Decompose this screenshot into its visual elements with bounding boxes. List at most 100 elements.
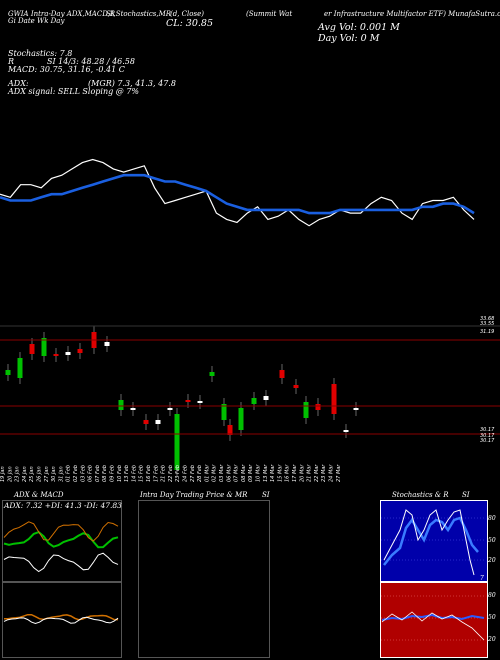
date-label: 01 Feb [66, 465, 72, 482]
header-line1-a: GWIA Intra-Day ADX,MACD,R [8, 10, 116, 18]
price-axis-label: 30.17 [480, 427, 495, 433]
date-label: 24 Mar [329, 464, 335, 482]
date-label: 15 Mar [277, 464, 283, 482]
macd-signal-line [3, 616, 119, 625]
candle-body [5, 370, 11, 375]
candle-body [17, 358, 23, 378]
adx-line [3, 552, 119, 573]
date-label: 28 Feb [197, 465, 203, 482]
stoch-k-line [383, 509, 475, 576]
candle-body [238, 408, 244, 430]
stochastics-readout: Stochastics: 7.8 [8, 49, 73, 58]
macd-readout: MACD: 30.75, 31.16, -0.41 C [8, 65, 125, 74]
date-label: 06 Mar [226, 464, 232, 482]
date-label: 21 Mar [307, 464, 313, 482]
date-label: 17 Mar [292, 464, 298, 482]
date-label: 31 Jan [58, 466, 64, 482]
date-label: 13 Mar [263, 464, 269, 482]
stoch-panel-title: Stochastics & R [392, 491, 449, 499]
date-label: 09 Mar [248, 464, 254, 482]
close-label: CL: 30.85 [166, 18, 213, 29]
date-label: 10 Feb [117, 465, 123, 482]
candle-body [174, 414, 180, 470]
date-label: 03 Mar [219, 464, 225, 482]
header-line1-f: er Infrastructure Multifactor ETF) Munaf… [324, 10, 500, 18]
candle-body [65, 352, 71, 355]
date-label: 30 Jan [51, 466, 57, 482]
date-axis: 19 Jan 20 Jan 23 Jan 24 Jan 25 Jan 26 Jan 27 J… [0, 464, 342, 482]
date-label: 08 Mar [241, 464, 247, 482]
date-label: 23 Jan [15, 466, 21, 482]
day-volume: Day Vol: 0 M [318, 33, 380, 44]
candle-body [41, 338, 47, 356]
candle-body [185, 400, 191, 402]
price-axis-label: 33.68 [480, 316, 494, 322]
mrsi-line [381, 611, 485, 641]
intraday-panel-suffix: SI [262, 491, 270, 499]
price-axis-label: 31.19 [480, 329, 494, 335]
plus-di-line [3, 530, 119, 549]
avg-volume: Avg Vol: 0.001 M [318, 22, 400, 33]
date-label: 02 Feb [73, 465, 79, 482]
date-label: 21 Feb [161, 465, 167, 482]
date-label: 23 Feb [175, 465, 181, 482]
rsi-prefix: R [8, 57, 15, 66]
date-label: 24 Feb [183, 465, 189, 482]
mgr-readout: (MGR) 7.3, 41.3, 47.8 [88, 79, 176, 88]
intraday-panel-title: Intra Day Trading Price & MR [140, 491, 248, 499]
candle-body [279, 370, 285, 378]
date-label: 16 Feb [146, 465, 152, 482]
date-label: 07 Feb [95, 465, 101, 482]
candlestick-layer [5, 326, 359, 476]
candle-body [29, 344, 35, 354]
adx-label: ADX: [8, 79, 29, 88]
date-label: 10 Mar [256, 464, 262, 482]
date-label: 22 Mar [314, 464, 320, 482]
stoch-axis-7: 7 [480, 575, 484, 582]
candle-body [353, 408, 359, 410]
candle-body [155, 420, 161, 424]
date-label: 14 Mar [270, 464, 276, 482]
candle-body [118, 400, 124, 410]
candle-body [104, 342, 110, 346]
stoch-axis-50: 50 [488, 537, 496, 544]
adx-signal: ADX signal: SELL Sloping @ 7% [8, 87, 140, 96]
candle-body [77, 349, 83, 353]
date-label: 13 Feb [124, 465, 130, 482]
stoch-axis-80: 80 [488, 515, 496, 522]
price-axis-label: 30.17 [480, 433, 495, 439]
date-label: 01 Mar [204, 464, 210, 482]
adx-panel-values: ADX: 7.32 +DI: 41.3 -DI: 47.83 [4, 501, 122, 510]
date-label: 06 Feb [88, 465, 94, 482]
date-label: 23 Mar [321, 464, 327, 482]
intraday-panel [138, 500, 270, 658]
stoch-d-line [383, 516, 479, 566]
date-label: 20 Jan [7, 466, 13, 482]
date-label: 03 Feb [80, 465, 86, 482]
date-label: 14 Feb [131, 465, 137, 482]
price-series-line [0, 158, 475, 227]
candle-body [331, 384, 337, 414]
rsi-axis-80: 80 [488, 592, 496, 599]
date-label: 26 Jan [37, 466, 43, 482]
header-line1-d: (d, Close) [170, 10, 204, 18]
rsi-panel [380, 582, 488, 658]
macd-panel [2, 582, 122, 658]
candle-body [53, 354, 59, 356]
rsi-lines [381, 595, 486, 641]
candle-body [209, 372, 215, 376]
price-axis-label: 33.55 [480, 321, 494, 327]
stoch-panel-suffix: SI [462, 491, 470, 499]
rsi-line [381, 613, 485, 621]
date-label: 27 Jan [44, 466, 50, 482]
date-label: 19 Jan [0, 466, 6, 482]
date-label: 09 Feb [110, 465, 116, 482]
header-line1-b: Gi Date Wk Day [8, 17, 65, 25]
macd-line [4, 613, 119, 621]
candle-body [143, 420, 149, 424]
candle-body [130, 408, 136, 410]
average-series-line [0, 173, 475, 215]
candle-body [251, 398, 257, 404]
